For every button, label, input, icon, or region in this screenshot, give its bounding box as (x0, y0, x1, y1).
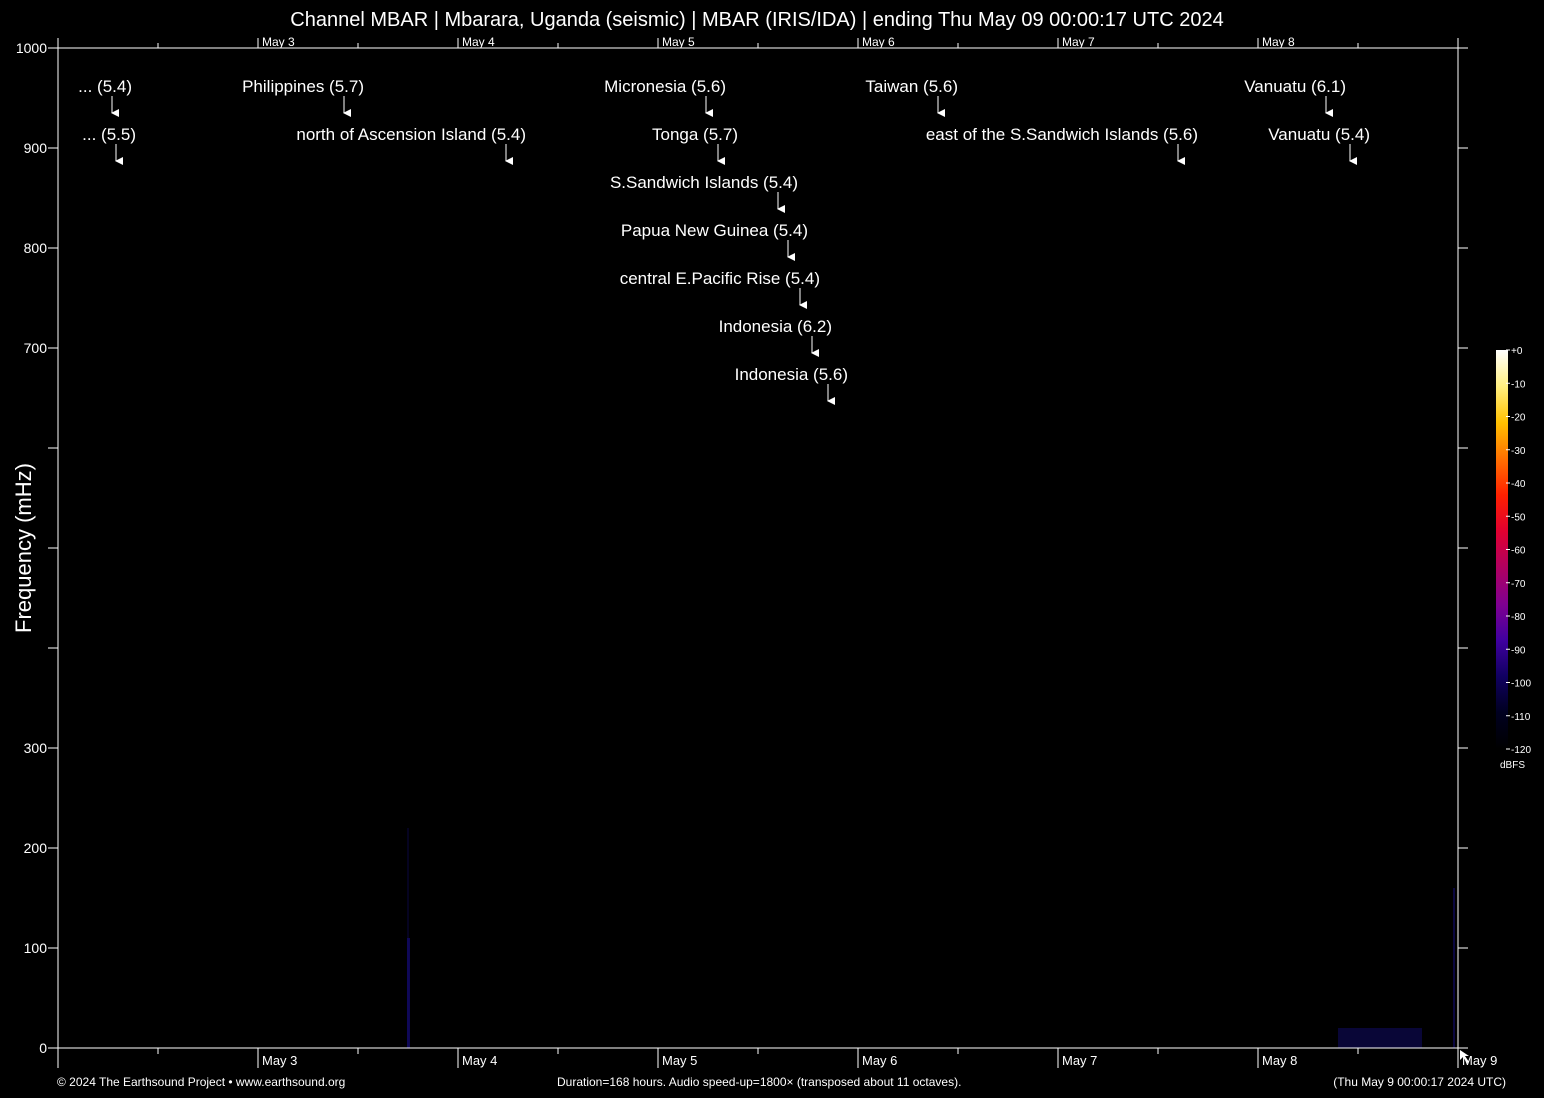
x-tick-label: May 6 (862, 1053, 897, 1068)
colorbar-tick-label: -20 (1511, 413, 1526, 424)
event-label: central E.Pacific Rise (5.4) (620, 269, 820, 288)
colorbar-tick-label: -80 (1511, 612, 1526, 623)
event-label: S.Sandwich Islands (5.4) (610, 173, 798, 192)
y-tick-label: 700 (24, 340, 48, 356)
event-label: ... (5.4) (78, 77, 132, 96)
y-tick-label: 200 (24, 840, 48, 856)
event-annotation: ... (5.5) (82, 125, 136, 165)
event-annotation: Tonga (5.7) (652, 125, 738, 165)
event-annotation: Philippines (5.7) (242, 77, 364, 117)
y-tick-label: 900 (24, 140, 48, 156)
event-label: north of Ascension Island (5.4) (296, 125, 526, 144)
event-label: Philippines (5.7) (242, 77, 364, 96)
cursor-icon (1460, 1050, 1469, 1063)
event-annotation: Indonesia (5.6) (735, 365, 848, 405)
event-label: ... (5.5) (82, 125, 136, 144)
event-label: Papua New Guinea (5.4) (621, 221, 808, 240)
x-tick-label: May 4 (462, 1053, 497, 1068)
signal-trace (1338, 1028, 1422, 1048)
event-label: Taiwan (5.6) (865, 77, 958, 96)
event-label: Indonesia (6.2) (719, 317, 832, 336)
x-tick-label-top: May 3 (262, 35, 295, 49)
event-annotation: Vanuatu (5.4) (1268, 125, 1370, 165)
footer-timestamp: (Thu May 9 00:00:17 2024 UTC) (1333, 1075, 1506, 1089)
y-tick-label: 800 (24, 240, 48, 256)
chart-title: Channel MBAR | Mbarara, Uganda (seismic)… (290, 9, 1224, 31)
colorbar-tick-label: -70 (1511, 579, 1526, 590)
event-annotation: Taiwan (5.6) (865, 77, 958, 117)
event-annotation: Vanuatu (6.1) (1244, 77, 1346, 117)
x-tick-label: May 9 (1462, 1053, 1497, 1068)
y-tick-label: 300 (24, 740, 48, 756)
x-tick-label-top: May 8 (1262, 35, 1295, 49)
x-tick-label-top: May 4 (462, 35, 495, 49)
x-tick-label: May 5 (662, 1053, 697, 1068)
y-axis-label: Frequency (mHz) (11, 463, 36, 633)
event-annotation: Indonesia (6.2) (719, 317, 832, 357)
y-tick-label: 100 (24, 940, 48, 956)
event-annotation: ... (5.4) (78, 77, 132, 117)
footer-duration-info: Duration=168 hours. Audio speed-up=1800×… (557, 1075, 962, 1089)
colorbar-tick-label: -30 (1511, 446, 1526, 457)
event-annotation: S.Sandwich Islands (5.4) (610, 173, 798, 213)
y-tick-label: 0 (39, 1040, 47, 1056)
colorbar-tick-label: -10 (1511, 379, 1526, 390)
event-label: Indonesia (5.6) (735, 365, 848, 384)
event-annotation: Papua New Guinea (5.4) (621, 221, 808, 261)
colorbar (1496, 350, 1508, 749)
colorbar-tick-label: -50 (1511, 512, 1526, 523)
event-annotation: east of the S.Sandwich Islands (5.6) (926, 125, 1198, 165)
signal-trace (407, 938, 410, 1048)
colorbar-tick-label: -110 (1511, 712, 1531, 723)
colorbar-tick-label: -60 (1511, 546, 1526, 557)
x-tick-label-top: May 6 (862, 35, 895, 49)
y-tick-label: 1000 (16, 40, 47, 56)
x-tick-label: May 3 (262, 1053, 297, 1068)
colorbar-tick-label: -90 (1511, 645, 1526, 656)
event-label: Vanuatu (6.1) (1244, 77, 1346, 96)
event-annotation: north of Ascension Island (5.4) (296, 125, 526, 165)
event-annotation: Micronesia (5.6) (604, 77, 726, 117)
x-tick-label: May 8 (1262, 1053, 1297, 1068)
colorbar-tick-label: -120 (1511, 745, 1531, 756)
colorbar-tick-label: +0 (1511, 346, 1523, 357)
event-label: Micronesia (5.6) (604, 77, 726, 96)
colorbar-unit-label: dBFS (1500, 760, 1526, 771)
event-label: Vanuatu (5.4) (1268, 125, 1370, 144)
event-annotation: central E.Pacific Rise (5.4) (620, 269, 820, 309)
colorbar-tick-label: -40 (1511, 479, 1526, 490)
colorbar-tick-label: -100 (1511, 679, 1531, 690)
event-label: east of the S.Sandwich Islands (5.6) (926, 125, 1198, 144)
event-label: Tonga (5.7) (652, 125, 738, 144)
x-tick-label-top: May 5 (662, 35, 695, 49)
footer-copyright: © 2024 The Earthsound Project • www.eart… (57, 1075, 346, 1089)
x-tick-label: May 7 (1062, 1053, 1097, 1068)
x-tick-label-top: May 7 (1062, 35, 1095, 49)
